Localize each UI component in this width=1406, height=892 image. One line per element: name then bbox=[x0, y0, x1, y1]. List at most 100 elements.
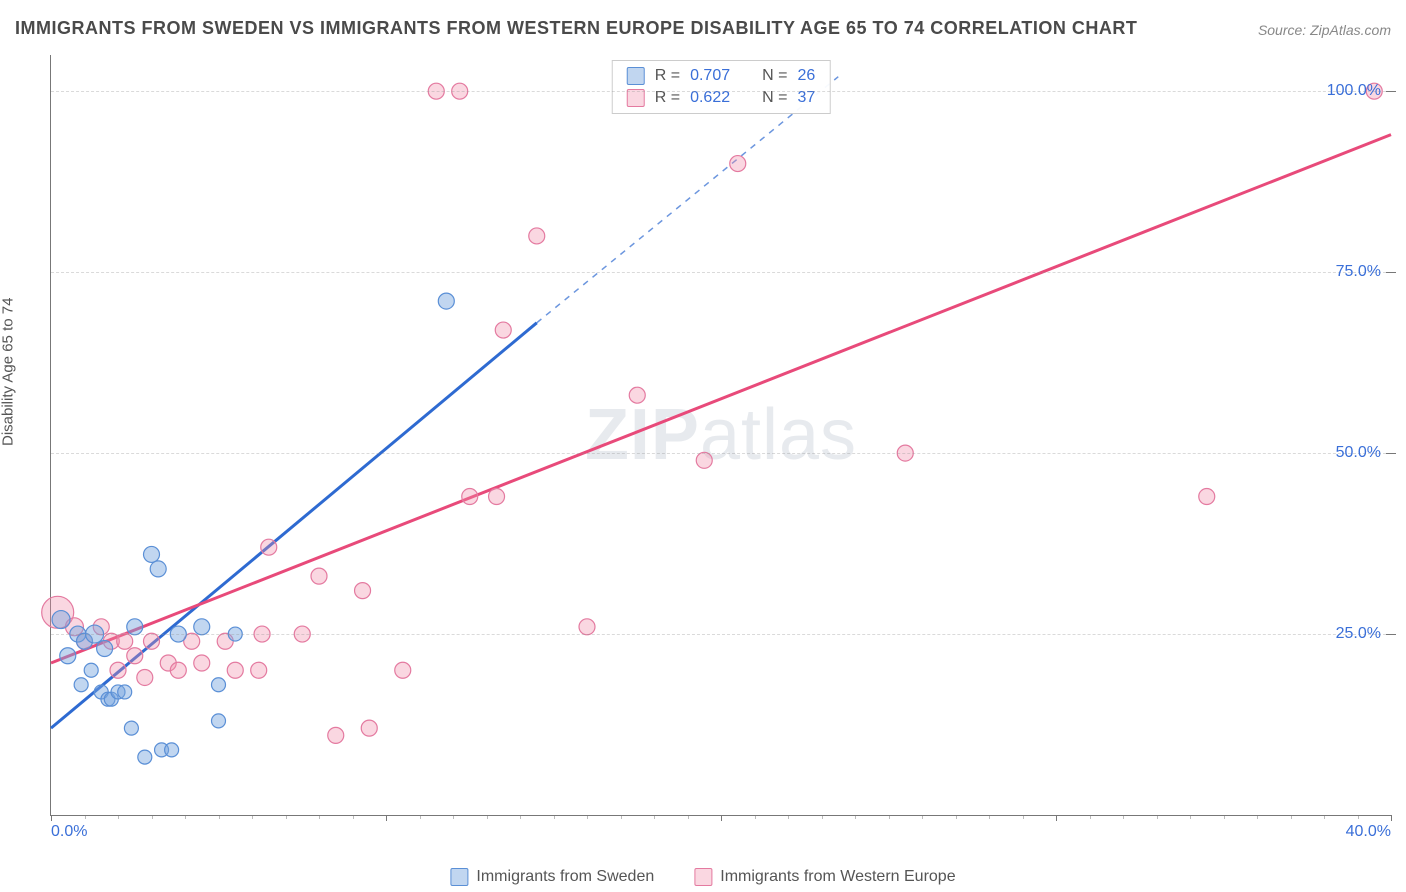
r-value-blue: 0.707 bbox=[690, 67, 730, 85]
marker-blue bbox=[212, 678, 226, 692]
x-axis-max-label: 40.0% bbox=[1346, 823, 1391, 841]
x-tick-minor bbox=[587, 815, 588, 819]
x-tick-minor bbox=[1190, 815, 1191, 819]
legend-label-blue: Immigrants from Sweden bbox=[476, 868, 654, 886]
x-tick-minor bbox=[822, 815, 823, 819]
x-tick-minor bbox=[1123, 815, 1124, 819]
legend-label-pink: Immigrants from Western Europe bbox=[720, 868, 955, 886]
marker-pink bbox=[137, 669, 153, 685]
marker-pink bbox=[261, 539, 277, 555]
x-tick-minor bbox=[1291, 815, 1292, 819]
marker-blue bbox=[127, 619, 143, 635]
gridline bbox=[51, 91, 1391, 92]
x-tick-minor bbox=[319, 815, 320, 819]
marker-blue bbox=[84, 663, 98, 677]
x-tick-minor bbox=[487, 815, 488, 819]
marker-blue bbox=[74, 678, 88, 692]
gridline bbox=[51, 634, 1391, 635]
x-tick-minor bbox=[922, 815, 923, 819]
marker-pink bbox=[311, 568, 327, 584]
gridline bbox=[51, 272, 1391, 273]
x-tick-minor bbox=[152, 815, 153, 819]
swatch-blue bbox=[450, 868, 468, 886]
x-tick-minor bbox=[185, 815, 186, 819]
x-tick-minor bbox=[654, 815, 655, 819]
x-tick-minor bbox=[1023, 815, 1024, 819]
swatch-blue bbox=[627, 67, 645, 85]
marker-pink bbox=[227, 662, 243, 678]
gridline bbox=[51, 453, 1391, 454]
marker-pink bbox=[489, 489, 505, 505]
marker-blue bbox=[438, 293, 454, 309]
marker-blue bbox=[138, 750, 152, 764]
x-tick-minor bbox=[688, 815, 689, 819]
marker-pink bbox=[696, 452, 712, 468]
marker-blue bbox=[52, 611, 70, 629]
legend-item-pink: Immigrants from Western Europe bbox=[694, 868, 955, 886]
marker-pink bbox=[361, 720, 377, 736]
marker-pink bbox=[117, 633, 133, 649]
x-tick-minor bbox=[219, 815, 220, 819]
trendline-pink bbox=[51, 135, 1391, 663]
n-label: N = bbox=[762, 67, 787, 85]
y-tick bbox=[1386, 272, 1396, 273]
y-tick-label: 100.0% bbox=[1327, 82, 1381, 100]
x-tick-minor bbox=[118, 815, 119, 819]
marker-blue bbox=[194, 619, 210, 635]
marker-pink bbox=[529, 228, 545, 244]
x-tick-minor bbox=[420, 815, 421, 819]
x-tick-minor bbox=[453, 815, 454, 819]
y-axis-title: Disability Age 65 to 74 bbox=[0, 298, 17, 446]
x-tick-minor bbox=[286, 815, 287, 819]
x-tick-minor bbox=[788, 815, 789, 819]
y-tick bbox=[1386, 91, 1396, 92]
plot-area: ZIPatlas R = 0.707 N = 26 R = 0.622 N = … bbox=[50, 55, 1391, 816]
marker-pink bbox=[579, 619, 595, 635]
marker-blue bbox=[150, 561, 166, 577]
x-tick-minor bbox=[520, 815, 521, 819]
marker-pink bbox=[251, 662, 267, 678]
y-tick-label: 50.0% bbox=[1336, 444, 1381, 462]
stats-legend-box: R = 0.707 N = 26 R = 0.622 N = 37 bbox=[612, 60, 831, 114]
marker-blue bbox=[144, 546, 160, 562]
marker-pink bbox=[730, 156, 746, 172]
x-tick-minor bbox=[85, 815, 86, 819]
x-tick-major bbox=[1391, 815, 1392, 821]
x-tick-minor bbox=[989, 815, 990, 819]
x-tick-minor bbox=[1090, 815, 1091, 819]
marker-pink bbox=[355, 583, 371, 599]
x-tick-minor bbox=[252, 815, 253, 819]
x-tick-minor bbox=[554, 815, 555, 819]
y-tick bbox=[1386, 634, 1396, 635]
marker-blue bbox=[118, 685, 132, 699]
marker-pink bbox=[462, 489, 478, 505]
marker-pink bbox=[110, 662, 126, 678]
marker-blue bbox=[60, 648, 76, 664]
marker-pink bbox=[328, 727, 344, 743]
marker-pink bbox=[1199, 489, 1215, 505]
marker-pink bbox=[144, 633, 160, 649]
marker-blue bbox=[165, 743, 179, 757]
stats-row-blue: R = 0.707 N = 26 bbox=[627, 65, 816, 87]
marker-pink bbox=[127, 648, 143, 664]
marker-blue bbox=[97, 641, 113, 657]
marker-blue bbox=[212, 714, 226, 728]
marker-pink bbox=[170, 662, 186, 678]
y-tick bbox=[1386, 453, 1396, 454]
x-tick-minor bbox=[353, 815, 354, 819]
x-tick-minor bbox=[755, 815, 756, 819]
x-tick-major bbox=[51, 815, 52, 821]
x-tick-major bbox=[1056, 815, 1057, 821]
marker-pink bbox=[495, 322, 511, 338]
source-attribution: Source: ZipAtlas.com bbox=[1258, 22, 1391, 38]
chart-title: IMMIGRANTS FROM SWEDEN VS IMMIGRANTS FRO… bbox=[15, 18, 1137, 39]
x-tick-minor bbox=[855, 815, 856, 819]
legend-bottom: Immigrants from Sweden Immigrants from W… bbox=[450, 868, 955, 886]
x-tick-major bbox=[721, 815, 722, 821]
marker-pink bbox=[194, 655, 210, 671]
x-tick-minor bbox=[1324, 815, 1325, 819]
x-tick-minor bbox=[1157, 815, 1158, 819]
marker-pink bbox=[395, 662, 411, 678]
x-tick-minor bbox=[1257, 815, 1258, 819]
y-tick-label: 25.0% bbox=[1336, 625, 1381, 643]
